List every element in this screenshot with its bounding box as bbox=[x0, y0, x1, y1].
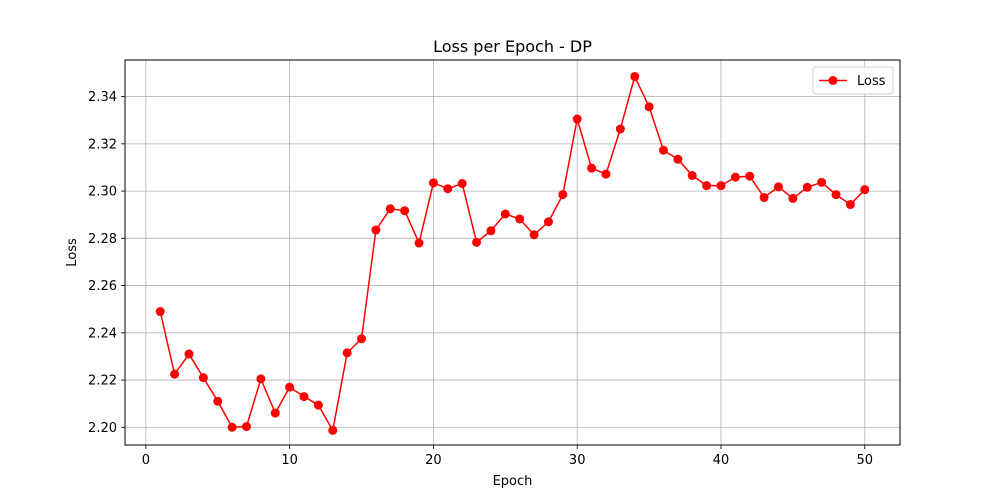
data-point bbox=[745, 171, 755, 181]
y-tick-label: 2.30 bbox=[88, 185, 117, 200]
data-point bbox=[213, 396, 223, 406]
data-point bbox=[515, 214, 525, 224]
legend: Loss bbox=[812, 66, 894, 95]
data-point bbox=[227, 422, 237, 432]
data-point bbox=[242, 422, 251, 432]
data-point bbox=[673, 154, 683, 164]
x-tick-label: 0 bbox=[142, 453, 150, 468]
data-point bbox=[630, 72, 640, 82]
y-tick-label: 2.26 bbox=[88, 279, 117, 294]
data-point bbox=[730, 172, 740, 182]
data-point bbox=[759, 192, 769, 202]
data-point bbox=[558, 190, 568, 200]
data-point bbox=[414, 238, 424, 248]
data-point bbox=[371, 225, 381, 235]
x-tick-label: 20 bbox=[425, 453, 442, 468]
data-point bbox=[687, 171, 697, 180]
data-point bbox=[155, 307, 165, 317]
data-point bbox=[817, 177, 827, 187]
data-point bbox=[443, 184, 453, 194]
series-layer bbox=[155, 72, 870, 435]
data-point bbox=[500, 209, 510, 219]
ticks: 0 10 20 30 40 50 2.20 2.22 2.24 2.26 2.28 2.30 2.32 2… bbox=[88, 90, 873, 468]
data-point bbox=[486, 226, 496, 236]
data-point bbox=[572, 114, 582, 124]
data-point bbox=[313, 400, 323, 410]
y-tick-label: 2.22 bbox=[88, 374, 117, 389]
data-point bbox=[472, 237, 482, 247]
data-point bbox=[702, 181, 712, 191]
y-tick-label: 2.34 bbox=[88, 90, 117, 105]
legend-box bbox=[812, 66, 894, 95]
plot-frame bbox=[124, 59, 901, 446]
x-tick-label: 50 bbox=[856, 453, 873, 468]
data-point bbox=[400, 206, 410, 216]
data-point bbox=[256, 374, 266, 384]
data-point bbox=[270, 408, 280, 418]
y-tick-label: 2.28 bbox=[88, 232, 117, 247]
y-tick-label: 2.24 bbox=[88, 326, 117, 341]
data-point bbox=[428, 178, 438, 188]
x-axis-label: Epoch bbox=[493, 474, 533, 489]
data-point bbox=[788, 193, 798, 203]
data-point bbox=[845, 200, 855, 210]
data-point bbox=[357, 334, 367, 344]
data-point bbox=[543, 217, 553, 227]
data-point bbox=[342, 348, 352, 358]
data-point bbox=[658, 145, 668, 155]
data-point bbox=[802, 182, 812, 192]
data-point bbox=[587, 163, 597, 173]
data-point bbox=[774, 182, 783, 192]
chart-title: Loss per Epoch - DP bbox=[433, 37, 592, 56]
data-point bbox=[198, 373, 208, 383]
data-point bbox=[601, 169, 611, 179]
grid bbox=[125, 60, 900, 445]
data-point bbox=[299, 392, 309, 402]
data-point bbox=[328, 425, 338, 435]
data-point bbox=[285, 382, 295, 392]
y-tick-label: 2.20 bbox=[88, 421, 117, 436]
y-axis-label: Loss bbox=[65, 238, 80, 267]
legend-label: Loss bbox=[857, 74, 886, 89]
legend-marker-swatch bbox=[828, 76, 838, 85]
data-point bbox=[615, 124, 625, 134]
y-tick-label: 2.32 bbox=[88, 137, 117, 152]
series-line-loss bbox=[159, 75, 866, 432]
data-point bbox=[644, 102, 654, 112]
data-point bbox=[184, 349, 194, 359]
data-point bbox=[716, 181, 726, 191]
data-point bbox=[170, 369, 180, 379]
data-point bbox=[860, 185, 870, 195]
x-tick-label: 40 bbox=[713, 453, 730, 468]
x-tick-label: 10 bbox=[281, 453, 298, 468]
data-point bbox=[529, 230, 539, 240]
data-point bbox=[385, 204, 395, 214]
x-tick-label: 30 bbox=[569, 453, 586, 468]
data-point bbox=[831, 190, 841, 200]
data-point bbox=[457, 179, 467, 189]
